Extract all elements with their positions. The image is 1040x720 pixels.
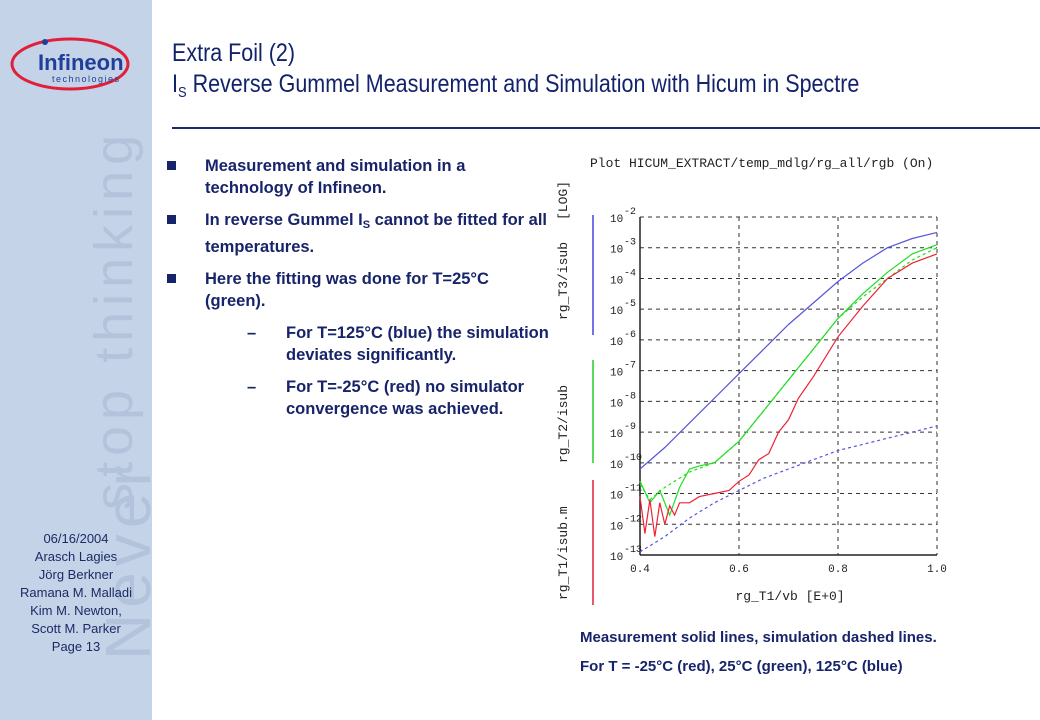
subtitle-symbol: I xyxy=(172,70,178,98)
y-tick-label: 10 xyxy=(610,398,623,410)
x-tick-label: 0.6 xyxy=(729,564,749,576)
infineon-logo: Infineon technologies xyxy=(10,37,130,91)
slide-meta: 06/16/2004 Arasch Lagies Jörg Berkner Raman… xyxy=(0,530,152,656)
y-tick-label: 10 xyxy=(610,214,623,226)
bullet-subscript: S xyxy=(362,219,371,231)
bullet-item: Here the fitting was done for T=25°C (gr… xyxy=(165,268,550,312)
bullet-marker xyxy=(167,274,176,283)
logo-wordmark: Infineon xyxy=(38,50,124,75)
y-tick-exponent: -13 xyxy=(624,545,642,556)
bullet-marker xyxy=(167,161,176,170)
y-tick-exponent: -6 xyxy=(624,330,636,341)
meta-line: Ramana M. Malladi xyxy=(20,585,132,600)
x-tick-label: 1.0 xyxy=(927,564,947,576)
chart-title: Plot HICUM_EXTRACT/temp_mdlg/rg_all/rgb … xyxy=(590,156,933,171)
series-line xyxy=(639,244,938,517)
series-line xyxy=(639,247,938,501)
y-tick-exponent: -12 xyxy=(624,514,642,525)
sidebar: Never stop thinking Infineon technologie… xyxy=(0,0,152,720)
bullet-text-part: cannot be fitted for all temperatures. xyxy=(205,211,548,256)
sub-bullet-item: – For T=-25°C (red) no simulator converg… xyxy=(165,376,550,420)
y-tick-exponent: -7 xyxy=(624,361,636,372)
meta-line: Jörg Berkner xyxy=(38,567,114,582)
y-tick-label: 10 xyxy=(610,368,623,380)
y-tick-exponent: -4 xyxy=(624,268,636,279)
y-tick-label: 10 xyxy=(610,245,623,257)
sub-bullet-text: For T=-25°C (red) no simulator convergen… xyxy=(286,378,525,418)
y-tick-exponent: -3 xyxy=(624,238,636,249)
x-axis-label: rg_T1/vb [E+0] xyxy=(735,589,844,604)
plot-caption: Measurement solid lines, simulation dash… xyxy=(580,623,1035,681)
y-tick-label: 10 xyxy=(610,521,623,533)
caption-line-temperatures: For T = -25°C (red), 25°C (green), 125°C… xyxy=(580,658,903,675)
y-tick-label: 10 xyxy=(610,429,623,441)
bullet-list: Measurement and simulation in a technolo… xyxy=(165,155,550,430)
slide-subtitle: IS Reverse Gummel Measurement and Simula… xyxy=(172,68,912,109)
bullet-item: In reverse Gummel IS cannot be fitted fo… xyxy=(165,209,550,258)
subtitle-text: Reverse Gummel Measurement and Simulatio… xyxy=(186,70,860,98)
y-axis-label: rg_T2/isub xyxy=(556,385,571,463)
sub-bullet-text: For T=125°C (blue) the simulation deviat… xyxy=(286,324,549,364)
series-line xyxy=(639,231,938,470)
meta-line: Page 13 xyxy=(51,639,101,654)
caption-line-legend: Measurement solid lines, simulation dash… xyxy=(580,629,937,646)
x-tick-label: 0.4 xyxy=(630,564,650,576)
sub-bullet-item: – For T=125°C (blue) the simulation devi… xyxy=(165,322,550,366)
title-block: Extra Foil (2) IS Reverse Gummel Measure… xyxy=(172,38,1032,109)
series-line xyxy=(639,253,938,537)
y-tick-exponent: -5 xyxy=(624,299,636,310)
y-tick-exponent: -10 xyxy=(624,453,642,464)
y-tick-exponent: -11 xyxy=(624,484,642,495)
series-line xyxy=(639,425,938,553)
bullet-item: Measurement and simulation in a technolo… xyxy=(165,155,550,199)
logo-subtext: technologies xyxy=(52,74,121,84)
gummel-plot: Plot HICUM_EXTRACT/temp_mdlg/rg_all/rgb … xyxy=(556,156,947,605)
y-tick-label: 10 xyxy=(610,491,623,503)
y-tick-label: 10 xyxy=(610,306,623,318)
y-tick-exponent: -2 xyxy=(624,207,636,218)
y-axis-label: rg_T1/isub.m xyxy=(556,506,571,600)
y-tick-label: 10 xyxy=(610,460,623,472)
y-tick-label: 10 xyxy=(610,552,623,564)
bullet-marker xyxy=(167,215,176,224)
meta-line: 06/16/2004 xyxy=(43,531,109,546)
meta-line: Arasch Lagies xyxy=(34,549,118,564)
watermark-stop-thinking: stop thinking xyxy=(84,129,144,510)
meta-line: Kim M. Newton, xyxy=(30,603,122,618)
x-tick-label: 0.8 xyxy=(828,564,848,576)
y-tick-label: 10 xyxy=(610,275,623,287)
subtitle-subscript: S xyxy=(177,84,187,101)
y-tick-exponent: -9 xyxy=(624,422,636,433)
y-scale-label: [LOG] xyxy=(556,181,571,220)
sub-bullet-dash: – xyxy=(247,324,257,342)
y-tick-exponent: -8 xyxy=(624,391,636,402)
slide-title: Extra Foil (2) xyxy=(172,39,296,67)
sub-bullet-dash: – xyxy=(247,378,257,396)
meta-line: Scott M. Parker xyxy=(31,621,121,636)
title-divider xyxy=(172,127,1040,129)
bullet-text: In reverse Gummel IS cannot be fitted fo… xyxy=(205,211,547,256)
watermark: Never stop thinking xyxy=(84,129,152,660)
y-tick-label: 10 xyxy=(610,337,623,349)
bullet-text-part: In reverse Gummel I xyxy=(205,211,363,229)
bullet-text: Here the fitting was done for T=25°C (gr… xyxy=(205,270,489,310)
watermark-never: Never xyxy=(92,459,152,660)
bullet-text: Measurement and simulation in a technolo… xyxy=(205,157,466,197)
y-axis-label: rg_T3/isub xyxy=(556,242,571,320)
